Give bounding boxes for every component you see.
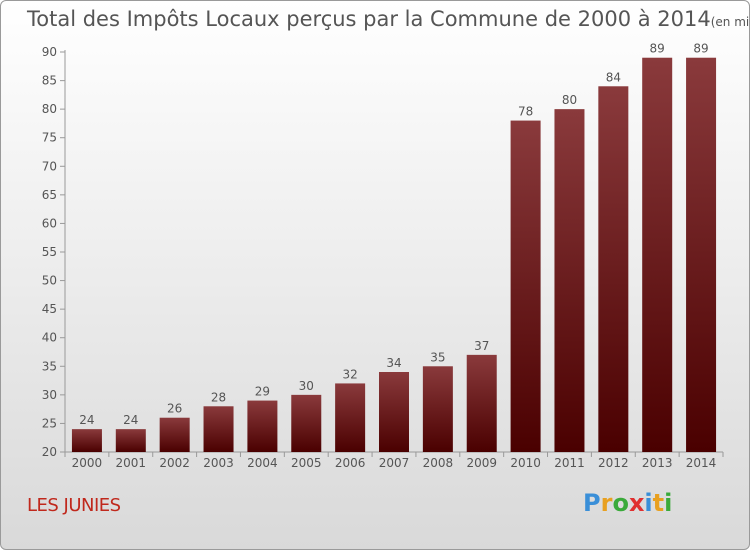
bar bbox=[335, 383, 366, 452]
x-tick-label: 2012 bbox=[598, 456, 629, 470]
bar bbox=[510, 120, 541, 453]
x-tick-label: 2007 bbox=[379, 456, 410, 470]
bar bbox=[642, 57, 673, 452]
y-tick-label: 65 bbox=[42, 188, 57, 202]
data-label: 80 bbox=[562, 93, 577, 107]
y-tick-label: 90 bbox=[42, 45, 57, 59]
x-tick-label: 2002 bbox=[159, 456, 190, 470]
bar bbox=[115, 429, 146, 452]
logo-letter: r bbox=[600, 489, 613, 517]
x-tick-label: 2008 bbox=[423, 456, 454, 470]
data-label: 30 bbox=[299, 379, 314, 393]
data-label: 34 bbox=[386, 356, 401, 370]
logo-letter: i bbox=[664, 489, 673, 517]
logo-letter: P bbox=[583, 489, 601, 517]
y-tick-label: 80 bbox=[42, 102, 57, 116]
data-label: 89 bbox=[693, 42, 708, 56]
bar bbox=[247, 400, 278, 452]
logo-letter: i bbox=[644, 489, 653, 517]
chart-title: Total des Impôts Locaux perçus par la Co… bbox=[27, 7, 750, 31]
x-tick-label: 2013 bbox=[642, 456, 673, 470]
title-text: Total des Impôts Locaux perçus par la Co… bbox=[27, 7, 711, 31]
data-label: 89 bbox=[650, 42, 665, 56]
x-tick-label: 2009 bbox=[466, 456, 497, 470]
data-label: 29 bbox=[255, 385, 270, 399]
logo-letter: t bbox=[652, 489, 665, 517]
bar bbox=[159, 417, 190, 452]
x-tick-label: 2005 bbox=[291, 456, 322, 470]
data-label: 26 bbox=[167, 402, 182, 416]
x-tick-label: 2004 bbox=[247, 456, 278, 470]
bar bbox=[203, 406, 234, 452]
logo-letter: o bbox=[612, 489, 629, 517]
bar bbox=[291, 394, 322, 452]
data-label: 84 bbox=[606, 70, 621, 84]
bar bbox=[554, 109, 585, 453]
y-tick-label: 35 bbox=[42, 359, 57, 373]
data-label: 24 bbox=[79, 413, 94, 427]
y-tick-label: 20 bbox=[42, 445, 57, 459]
y-tick-label: 40 bbox=[42, 331, 57, 345]
y-tick-label: 85 bbox=[42, 74, 57, 88]
x-tick-label: 2011 bbox=[554, 456, 585, 470]
x-tick-label: 2000 bbox=[72, 456, 103, 470]
logo-letter: x bbox=[628, 489, 645, 517]
bar bbox=[422, 366, 453, 452]
data-label: 37 bbox=[474, 339, 489, 353]
bar bbox=[598, 86, 629, 453]
data-label: 24 bbox=[123, 413, 138, 427]
x-tick-label: 2006 bbox=[335, 456, 366, 470]
y-tick-label: 70 bbox=[42, 159, 57, 173]
bar bbox=[466, 354, 497, 452]
x-tick-label: 2014 bbox=[686, 456, 717, 470]
x-tick-label: 2010 bbox=[510, 456, 541, 470]
y-tick-label: 50 bbox=[42, 274, 57, 288]
data-label: 78 bbox=[518, 105, 533, 119]
bar bbox=[379, 372, 409, 452]
y-tick-label: 30 bbox=[42, 388, 57, 402]
data-label: 32 bbox=[342, 367, 357, 381]
bar bbox=[686, 57, 717, 452]
y-tick-label: 25 bbox=[42, 416, 57, 430]
data-label: 35 bbox=[430, 350, 445, 364]
x-tick-label: 2003 bbox=[203, 456, 234, 470]
y-tick-label: 55 bbox=[42, 245, 57, 259]
x-tick-label: 2001 bbox=[116, 456, 147, 470]
bar bbox=[71, 429, 102, 452]
y-tick-label: 60 bbox=[42, 216, 57, 230]
y-tick-label: 75 bbox=[42, 131, 57, 145]
y-tick-label: 45 bbox=[42, 302, 57, 316]
commune-name: LES JUNIES bbox=[27, 495, 121, 516]
proxiti-logo: Proxiti bbox=[583, 489, 672, 517]
unit-note: (en milliers d'€) bbox=[710, 15, 750, 29]
data-label: 28 bbox=[211, 390, 226, 404]
